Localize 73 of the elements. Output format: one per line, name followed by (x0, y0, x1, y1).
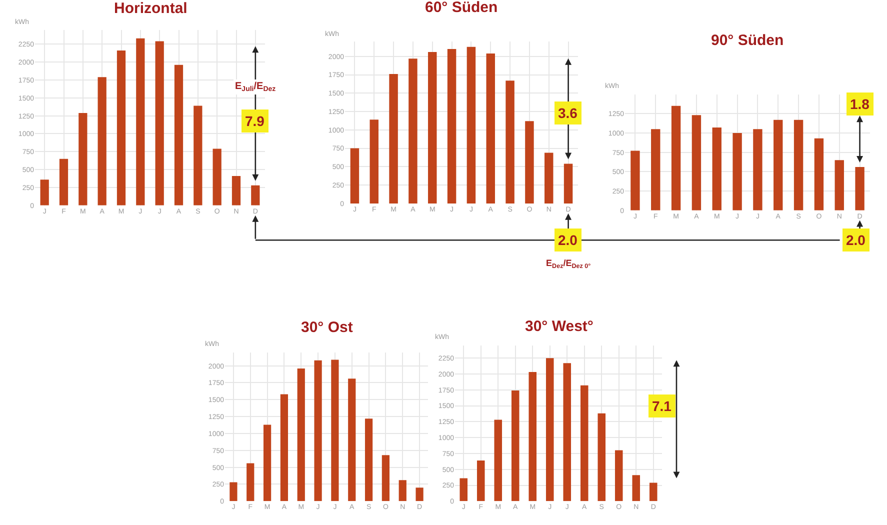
bar (814, 138, 824, 210)
bar (794, 120, 804, 210)
bar (651, 129, 660, 210)
bar (506, 80, 514, 204)
bar (212, 148, 222, 206)
bar (774, 120, 783, 210)
bar (753, 129, 762, 210)
bar (348, 378, 356, 502)
annotation: 3.6 (558, 105, 578, 121)
bar (78, 112, 88, 206)
bar (614, 450, 623, 502)
bar (398, 480, 406, 502)
bar (580, 385, 588, 502)
bar (732, 132, 742, 210)
bar (98, 77, 106, 206)
bar (59, 158, 68, 206)
bar (314, 360, 322, 502)
chart-title: 90° Süden (711, 32, 784, 49)
bar (408, 58, 418, 204)
bar (712, 128, 722, 210)
annotation: 7.1 (652, 398, 672, 414)
bar (251, 185, 260, 206)
bar (389, 74, 398, 204)
bar (855, 167, 864, 210)
bar (692, 115, 702, 210)
bar (416, 488, 424, 502)
bar (174, 64, 184, 206)
bar (476, 460, 485, 502)
bar (230, 482, 238, 502)
bar (834, 160, 844, 210)
bar (232, 176, 241, 206)
bar (511, 390, 520, 502)
bar (460, 478, 468, 502)
bar (155, 41, 164, 206)
bar (632, 475, 640, 502)
bar (331, 360, 339, 502)
text: E$_{Dez}$/E$_{Dez 0°}$ (546, 258, 592, 270)
bar (649, 482, 658, 502)
text: 2.0 (558, 232, 578, 248)
bar (466, 46, 476, 204)
bar (564, 164, 573, 204)
bar (671, 106, 681, 210)
bar (382, 455, 390, 502)
annotation: E$_{Juli}$/E$_{Dez}$ (235, 81, 276, 94)
bar (280, 394, 288, 502)
bar (525, 121, 534, 204)
bar (40, 180, 49, 206)
chart-title: 30° West° (525, 318, 594, 335)
text: 2.0 (846, 232, 866, 248)
bar (494, 420, 502, 502)
chart-title: Horizontal (114, 0, 188, 17)
bar (263, 424, 272, 502)
bar (544, 152, 554, 204)
bar (116, 50, 126, 206)
annotation: 1.8 (850, 96, 870, 112)
bar (630, 150, 640, 210)
chart-title: 30° Ost (301, 319, 353, 336)
bar (428, 52, 437, 204)
bar (598, 413, 606, 502)
bar (563, 363, 572, 502)
bar (370, 120, 378, 204)
bar (486, 53, 495, 204)
bar (364, 418, 373, 502)
bar (546, 358, 554, 502)
bar (350, 148, 360, 204)
bar (297, 368, 305, 502)
bar (447, 49, 456, 204)
bar (136, 38, 145, 206)
chart-title: 60° Süden (425, 0, 498, 16)
bar (528, 372, 537, 502)
bar (246, 463, 254, 502)
annotation: 7.9 (245, 113, 265, 129)
bar (194, 106, 202, 206)
